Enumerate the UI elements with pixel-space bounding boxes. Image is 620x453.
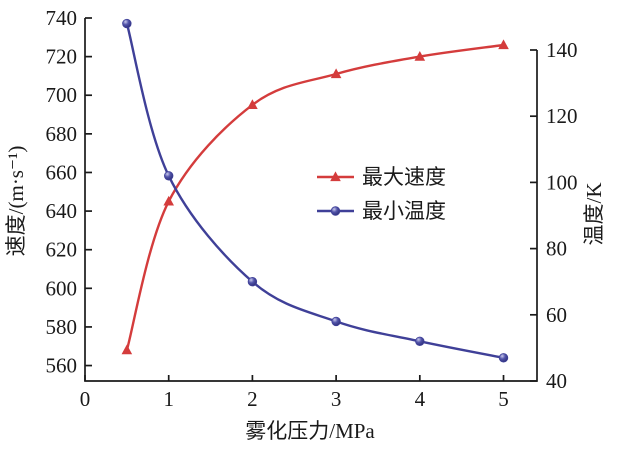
left-axis-tick-label: 680 [46, 122, 78, 146]
circle-marker [247, 277, 258, 287]
right-axis-tick-label: 120 [546, 104, 578, 128]
triangle-marker [163, 195, 175, 206]
legend-item-min-temperature: 最小温度 [317, 199, 446, 223]
right-axis-tick-label: 140 [546, 38, 578, 62]
right-axis-title: 温度/K [582, 183, 606, 246]
triangle-marker [247, 99, 258, 109]
triangle-marker [414, 51, 426, 61]
circle-marker [164, 171, 174, 181]
left-axis-tick-label: 580 [46, 315, 78, 339]
max-speed-curve [125, 43, 505, 352]
axis-frame [84, 18, 538, 382]
min-temperature-curve [125, 22, 505, 359]
min-temperature-markers [122, 18, 509, 363]
x-axis-tick-label: 3 [331, 387, 342, 411]
right-axis-tick-label: 80 [546, 237, 567, 261]
triangle-marker [121, 344, 133, 355]
x-axis-title: 雾化压力/MPa [245, 419, 375, 443]
x-axis-tick-label: 4 [415, 387, 426, 411]
left-axis-tick-label: 740 [46, 6, 78, 30]
circle-marker [330, 206, 341, 216]
legend-item-max-speed: 最大速度 [317, 165, 446, 189]
circle-marker [498, 353, 509, 363]
legend-label: 最大速度 [362, 165, 446, 189]
x-axis-tick-label: 2 [247, 387, 258, 411]
circle-marker [415, 336, 425, 346]
axis-labels: 560 580 600 620 640 660 680 700 720 740 0 1 2 3 4 5 40 60… [4, 6, 606, 443]
left-axis-title: 速度/(m·s⁻¹) [4, 146, 28, 257]
left-axis-tick-label: 660 [46, 160, 78, 184]
triangle-marker [330, 171, 341, 182]
left-axis-tick-label: 720 [46, 45, 78, 69]
right-axis-tick-label: 60 [546, 303, 567, 327]
left-axis-tick-label: 620 [46, 238, 78, 262]
left-axis-tick-label: 600 [46, 276, 78, 300]
left-axis-tick-label: 640 [46, 199, 78, 223]
max-speed-markers [121, 39, 509, 355]
circle-marker [331, 316, 341, 327]
right-axis-tick-label: 100 [546, 170, 578, 194]
right-axis-tick-label: 40 [546, 369, 567, 393]
min-temperature-series [122, 18, 509, 363]
triangle-marker [330, 68, 342, 79]
left-axis-tick-label: 700 [46, 83, 78, 107]
x-axis-tick-label: 5 [498, 387, 509, 411]
triangle-marker [498, 39, 509, 50]
legend-label: 最小温度 [362, 199, 446, 223]
max-speed-series [121, 39, 509, 355]
x-axis-tick-label: 0 [80, 387, 91, 411]
circle-marker [122, 18, 132, 29]
axes [84, 17, 538, 382]
x-axis-tick-label: 1 [163, 387, 174, 411]
left-axis-tick-label: 560 [46, 354, 78, 378]
